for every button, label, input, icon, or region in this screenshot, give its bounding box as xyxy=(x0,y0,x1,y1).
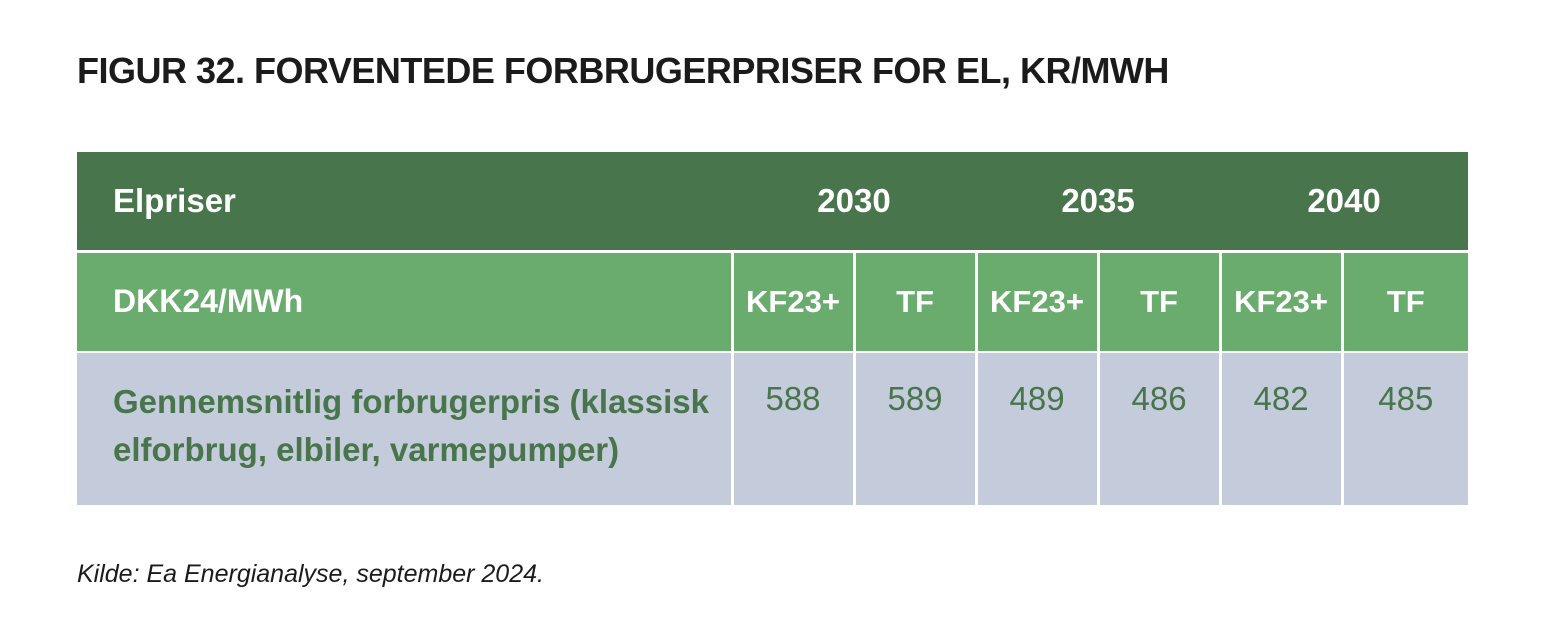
scenario-header: KF23+ xyxy=(1218,249,1343,352)
source-note: Kilde: Ea Energianalyse, september 2024. xyxy=(77,560,544,588)
scenario-header: KF23+ xyxy=(974,249,1099,352)
value-cell: 486 xyxy=(1096,351,1221,505)
value-cell: 589 xyxy=(852,351,977,505)
scenario-header: TF xyxy=(852,249,977,352)
year-header-2040: 2040 xyxy=(1220,152,1469,251)
figure-title: FIGUR 32. FORVENTEDE FORBRUGERPRISER FOR… xyxy=(77,50,1169,91)
header-label: Elpriser xyxy=(77,152,732,251)
table-row: Gennemsnitlig forbrugerpris (klassisk el… xyxy=(77,351,1469,505)
year-header-2030: 2030 xyxy=(732,152,977,251)
year-header-2035: 2035 xyxy=(976,152,1221,251)
value-cell: 489 xyxy=(974,351,1099,505)
value-cell: 482 xyxy=(1218,351,1343,505)
unit-header-row: DKK24/MWh KF23+ TF KF23+ TF KF23+ TF xyxy=(77,249,1469,352)
scenario-header: TF xyxy=(1096,249,1221,352)
row-label: Gennemsnitlig forbrugerpris (klassisk el… xyxy=(77,351,732,505)
year-header-row: Elpriser 2030 2035 2040 xyxy=(77,152,1469,251)
value-cell: 588 xyxy=(730,351,854,505)
scenario-header: KF23+ xyxy=(730,249,854,352)
unit-label: DKK24/MWh xyxy=(77,249,732,352)
price-table: Elpriser 2030 2035 2040 DKK24/MWh KF23+ … xyxy=(77,152,1469,505)
scenario-header: TF xyxy=(1340,249,1469,352)
value-cell: 485 xyxy=(1340,351,1469,505)
